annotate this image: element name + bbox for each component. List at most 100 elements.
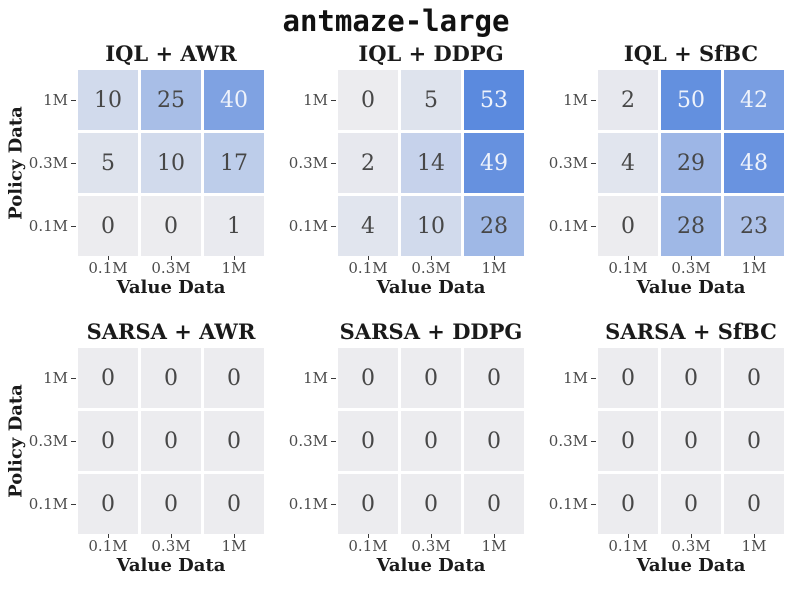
- x-tick: 0.3M: [661, 534, 721, 554]
- y-tick: 1M: [288, 70, 338, 130]
- heatmap-cell: 29: [661, 133, 721, 193]
- x-tick: 1M: [724, 256, 784, 276]
- y-tick-label: 0.1M: [548, 495, 588, 513]
- y-tick-label: 0.3M: [28, 154, 68, 172]
- panel-title: SARSA + DDPG: [339, 319, 523, 344]
- y-tick-mark: [71, 99, 76, 101]
- heatmap-cell: 0: [464, 348, 524, 408]
- y-tick-mark: [71, 225, 76, 227]
- panel-title: IQL + DDPG: [358, 41, 504, 66]
- y-tick: 1M: [28, 70, 78, 130]
- x-tick: 1M: [464, 256, 524, 276]
- x-tick-labels: 0.1M 0.3M 1M: [338, 534, 524, 554]
- y-tick-label: 1M: [563, 91, 588, 109]
- x-tick-mark: [627, 256, 629, 260]
- x-axis-label: Value Data: [376, 555, 486, 576]
- y-tick-mark: [591, 503, 596, 505]
- x-tick: 1M: [204, 256, 264, 276]
- y-axis-label-wrap: Policy Data: [4, 70, 28, 256]
- x-tick: 0.3M: [661, 256, 721, 276]
- y-tick-label: 0.1M: [28, 495, 68, 513]
- y-tick-labels: 1M 0.3M 0.1M: [28, 348, 78, 534]
- heatmap-grid: 2 50 42 4 29 48 0 28 23: [598, 70, 784, 256]
- heatmap-panel: SARSA + AWR Policy Data 1M 0.3M 0.1M 0 0 0 0 0 0 0 0…: [4, 318, 264, 578]
- heatmap-panel: SARSA + SfBC 1M 0.3M 0.1M 0 0 0 0 0 0 0 0 0 0.1M 0.3M 1…: [548, 318, 786, 578]
- heatmap-cell: 1: [204, 196, 264, 256]
- y-tick-label: 1M: [43, 91, 68, 109]
- y-tick-mark: [591, 99, 596, 101]
- y-tick: 1M: [548, 348, 598, 408]
- x-tick-label: 0.3M: [151, 537, 191, 555]
- heatmap-cell: 23: [724, 196, 784, 256]
- x-tick-mark: [170, 256, 172, 260]
- y-tick-mark: [71, 377, 76, 379]
- y-tick-mark: [331, 99, 336, 101]
- y-tick: 0.3M: [28, 411, 78, 471]
- x-tick-mark: [233, 534, 235, 538]
- y-tick-label: 0.1M: [288, 495, 328, 513]
- y-tick-mark: [591, 225, 596, 227]
- y-tick-label: 0.3M: [288, 154, 328, 172]
- heatmap-cell: 49: [464, 133, 524, 193]
- y-tick: 0.1M: [288, 196, 338, 256]
- y-tick-mark: [331, 377, 336, 379]
- x-tick-label: 0.1M: [608, 537, 648, 555]
- heatmap-cell: 10: [401, 196, 461, 256]
- heatmap-cell: 0: [598, 411, 658, 471]
- heatmap-grid: 0 5 53 2 14 49 4 10 28: [338, 70, 524, 256]
- x-tick-label: 0.1M: [608, 259, 648, 277]
- x-tick-labels: 0.1M 0.3M 1M: [78, 534, 264, 554]
- y-tick-mark: [71, 503, 76, 505]
- x-tick: 1M: [204, 534, 264, 554]
- heatmap-cell: 0: [464, 411, 524, 471]
- y-axis-label: Policy Data: [5, 106, 27, 220]
- x-tick-label: 1M: [481, 537, 507, 555]
- heatmap-cell: 0: [141, 411, 201, 471]
- x-tick-mark: [690, 534, 692, 538]
- y-tick: 0.1M: [548, 196, 598, 256]
- x-tick-mark: [107, 534, 109, 538]
- x-tick-mark: [170, 534, 172, 538]
- y-tick: 1M: [28, 348, 78, 408]
- y-tick-label: 0.3M: [548, 432, 588, 450]
- panel-title: SARSA + AWR: [86, 319, 256, 344]
- x-tick-mark: [430, 534, 432, 538]
- heatmap-cell: 0: [338, 474, 398, 534]
- heatmap-cell: 0: [598, 348, 658, 408]
- heatmap-cell: 0: [204, 411, 264, 471]
- x-tick-label: 1M: [741, 259, 767, 277]
- x-axis-label: Value Data: [376, 277, 486, 298]
- heatmap-cell: 0: [724, 411, 784, 471]
- x-tick-label: 1M: [481, 259, 507, 277]
- y-tick: 1M: [288, 348, 338, 408]
- heatmap-cell: 17: [204, 133, 264, 193]
- y-tick-label: 1M: [43, 369, 68, 387]
- y-tick-label: 0.1M: [28, 217, 68, 235]
- x-tick: 0.1M: [78, 534, 138, 554]
- y-tick: 0.1M: [28, 196, 78, 256]
- x-tick-mark: [367, 256, 369, 260]
- heatmap-cell: 0: [464, 474, 524, 534]
- x-tick-label: 0.1M: [348, 259, 388, 277]
- x-tick: 0.1M: [338, 534, 398, 554]
- heatmap-cell: 0: [598, 474, 658, 534]
- x-tick: 0.3M: [401, 534, 461, 554]
- heatmap-cell: 48: [724, 133, 784, 193]
- heatmap-cell: 10: [141, 133, 201, 193]
- x-tick-label: 0.1M: [88, 259, 128, 277]
- y-tick-mark: [591, 162, 596, 164]
- y-tick: 1M: [548, 70, 598, 130]
- x-tick-mark: [107, 256, 109, 260]
- heatmap-cell: 4: [338, 196, 398, 256]
- x-tick: 0.1M: [78, 256, 138, 276]
- heatmap-panel: SARSA + DDPG 1M 0.3M 0.1M 0 0 0 0 0 0 0 0 0 0.1M 0.3M 1…: [288, 318, 524, 578]
- x-tick: 0.3M: [141, 256, 201, 276]
- panel-title: IQL + SfBC: [623, 41, 759, 66]
- x-tick-label: 0.1M: [348, 537, 388, 555]
- heatmap-cell: 0: [141, 348, 201, 408]
- y-tick-mark: [71, 440, 76, 442]
- heatmap-cell: 0: [338, 411, 398, 471]
- y-tick-mark: [331, 225, 336, 227]
- y-axis-label: Policy Data: [5, 384, 27, 498]
